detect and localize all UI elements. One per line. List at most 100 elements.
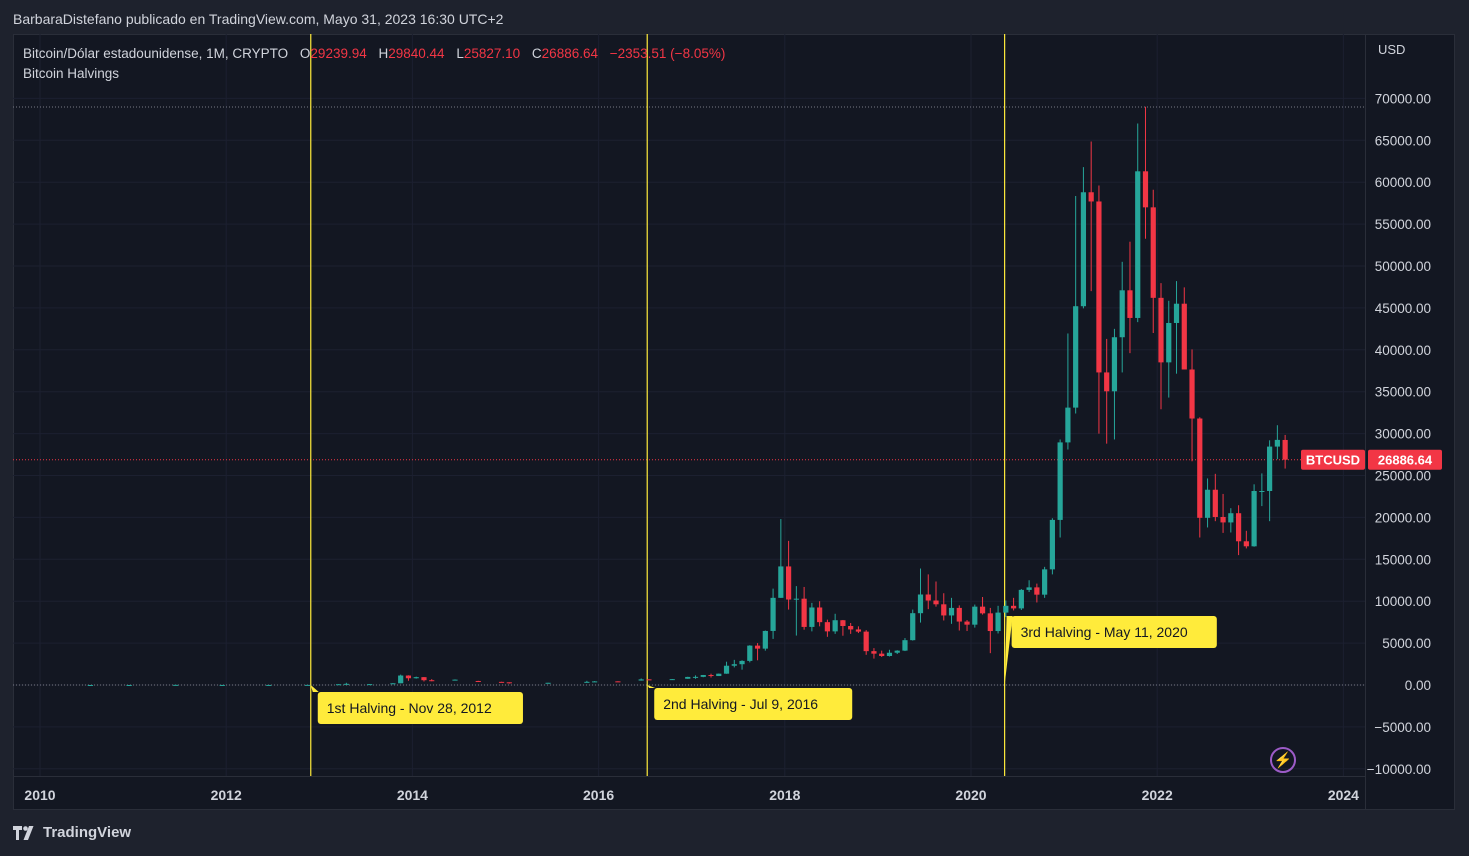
candle-body xyxy=(979,606,986,614)
price-tick-label: 0.00 xyxy=(1405,678,1431,693)
candle-body xyxy=(638,679,644,681)
candle-body xyxy=(708,675,714,677)
halving-label-box[interactable] xyxy=(654,688,853,720)
last-price-label: 26886.64 xyxy=(1378,453,1433,468)
currency-label[interactable]: USD xyxy=(1378,42,1406,57)
tradingview-logo-icon xyxy=(13,825,37,840)
candle-body xyxy=(1003,605,1009,613)
last-price-tag[interactable] xyxy=(1368,449,1442,470)
candle-body xyxy=(1057,442,1063,520)
candle-body xyxy=(1243,541,1249,547)
halving-label-box[interactable] xyxy=(1011,616,1217,648)
time-tick-label: 2020 xyxy=(955,787,986,803)
time-tick-label: 2022 xyxy=(1142,787,1173,803)
price-axis-border xyxy=(1365,34,1366,810)
candle-body xyxy=(948,607,955,616)
time-tick-label: 2018 xyxy=(769,787,800,803)
price-tick-label: 60000.00 xyxy=(1375,175,1431,190)
lightning-icon[interactable]: ⚡ xyxy=(1270,747,1296,773)
candle-body xyxy=(848,626,854,630)
price-tick-label: 15000.00 xyxy=(1375,552,1431,567)
candle-body xyxy=(817,607,823,623)
candle-body xyxy=(1228,513,1234,523)
low-label: L xyxy=(456,46,464,61)
candles-layer xyxy=(87,106,1288,686)
low-value: 25827.10 xyxy=(463,46,521,61)
candle-body xyxy=(941,604,947,616)
candle-body xyxy=(669,679,675,681)
price-tick-label: 20000.00 xyxy=(1375,510,1431,525)
price-tick-label: −5000.00 xyxy=(1374,720,1431,735)
candle-body xyxy=(336,684,342,686)
candle-body xyxy=(1111,337,1118,392)
candle-body xyxy=(592,681,598,683)
candle-body xyxy=(1142,171,1149,208)
candle-body xyxy=(1197,418,1203,518)
candle-body xyxy=(840,620,846,627)
chart-frame xyxy=(13,34,1455,810)
candle-body xyxy=(832,620,838,632)
symbol-price-tag[interactable] xyxy=(1301,449,1365,470)
candle-body xyxy=(1065,407,1071,443)
halving-label: 2nd Halving - Jul 9, 2016 xyxy=(663,696,818,712)
candle-body xyxy=(429,680,435,682)
candle-body xyxy=(1267,446,1273,492)
candle-body xyxy=(1251,491,1257,547)
candle-body xyxy=(1010,605,1017,609)
candle-body xyxy=(1181,303,1187,370)
candle-body xyxy=(910,613,916,641)
grid-layer xyxy=(13,34,1365,776)
candle-body xyxy=(917,594,924,614)
candle-body xyxy=(1096,201,1102,373)
halving-label-box[interactable] xyxy=(317,692,523,724)
time-axis-border xyxy=(13,776,1365,777)
candle-body xyxy=(793,598,799,600)
candle-body xyxy=(1049,519,1055,570)
candle-body xyxy=(126,684,132,686)
tradingview-brand[interactable]: TradingView xyxy=(13,824,131,841)
candle-body xyxy=(1119,290,1125,338)
halving-lines-layer: 1st Halving - Nov 28, 2012 2nd Halving - … xyxy=(310,34,1217,776)
time-tick-label: 2014 xyxy=(397,787,428,803)
candle-body xyxy=(413,677,419,679)
brand-name: TradingView xyxy=(43,824,132,841)
halving-label: 1st Halving - Nov 28, 2012 xyxy=(327,700,492,716)
candle-body xyxy=(723,665,730,674)
candle-body xyxy=(1042,569,1048,595)
time-tick-label: 2010 xyxy=(24,787,55,803)
change-value: −2353.51 (−8.05%) xyxy=(609,46,726,61)
candle-body xyxy=(506,682,512,684)
candle-body xyxy=(266,684,272,686)
candle-body xyxy=(1135,171,1141,318)
symbol-tag-label: BTCUSD xyxy=(1306,453,1360,468)
candle-body xyxy=(964,621,970,625)
close-label: C xyxy=(531,46,542,61)
open-value: 29239.94 xyxy=(310,46,367,61)
price-tick-label: −10000.00 xyxy=(1367,762,1431,777)
candle-body xyxy=(762,630,768,649)
indicator-title[interactable]: Bitcoin Halvings xyxy=(23,66,120,81)
candle-body xyxy=(1034,587,1040,595)
candle-body xyxy=(452,679,458,681)
candle-body xyxy=(1235,513,1242,542)
candle-body xyxy=(863,631,869,652)
publisher-header: BarbaraDistefano publicado en TradingVie… xyxy=(13,11,504,27)
high-label: H xyxy=(378,46,389,61)
candle-body xyxy=(685,676,691,679)
price-tick-label: 10000.00 xyxy=(1375,594,1431,609)
price-tick-label: 40000.00 xyxy=(1375,343,1431,358)
halving-pointer xyxy=(310,685,319,692)
candle-body xyxy=(1026,587,1032,590)
candle-body xyxy=(367,684,373,686)
symbol-title[interactable]: Bitcoin/Dólar estadounidense, 1M, CRYPTO xyxy=(23,46,289,61)
candle-body xyxy=(390,683,396,685)
candle-body xyxy=(398,675,404,684)
candle-body xyxy=(1282,439,1288,460)
candle-body xyxy=(1259,491,1265,493)
candle-body xyxy=(1189,369,1195,419)
candle-body xyxy=(173,684,179,686)
candle-body xyxy=(770,597,776,631)
candle-body xyxy=(731,664,737,666)
candle-body xyxy=(786,566,792,600)
